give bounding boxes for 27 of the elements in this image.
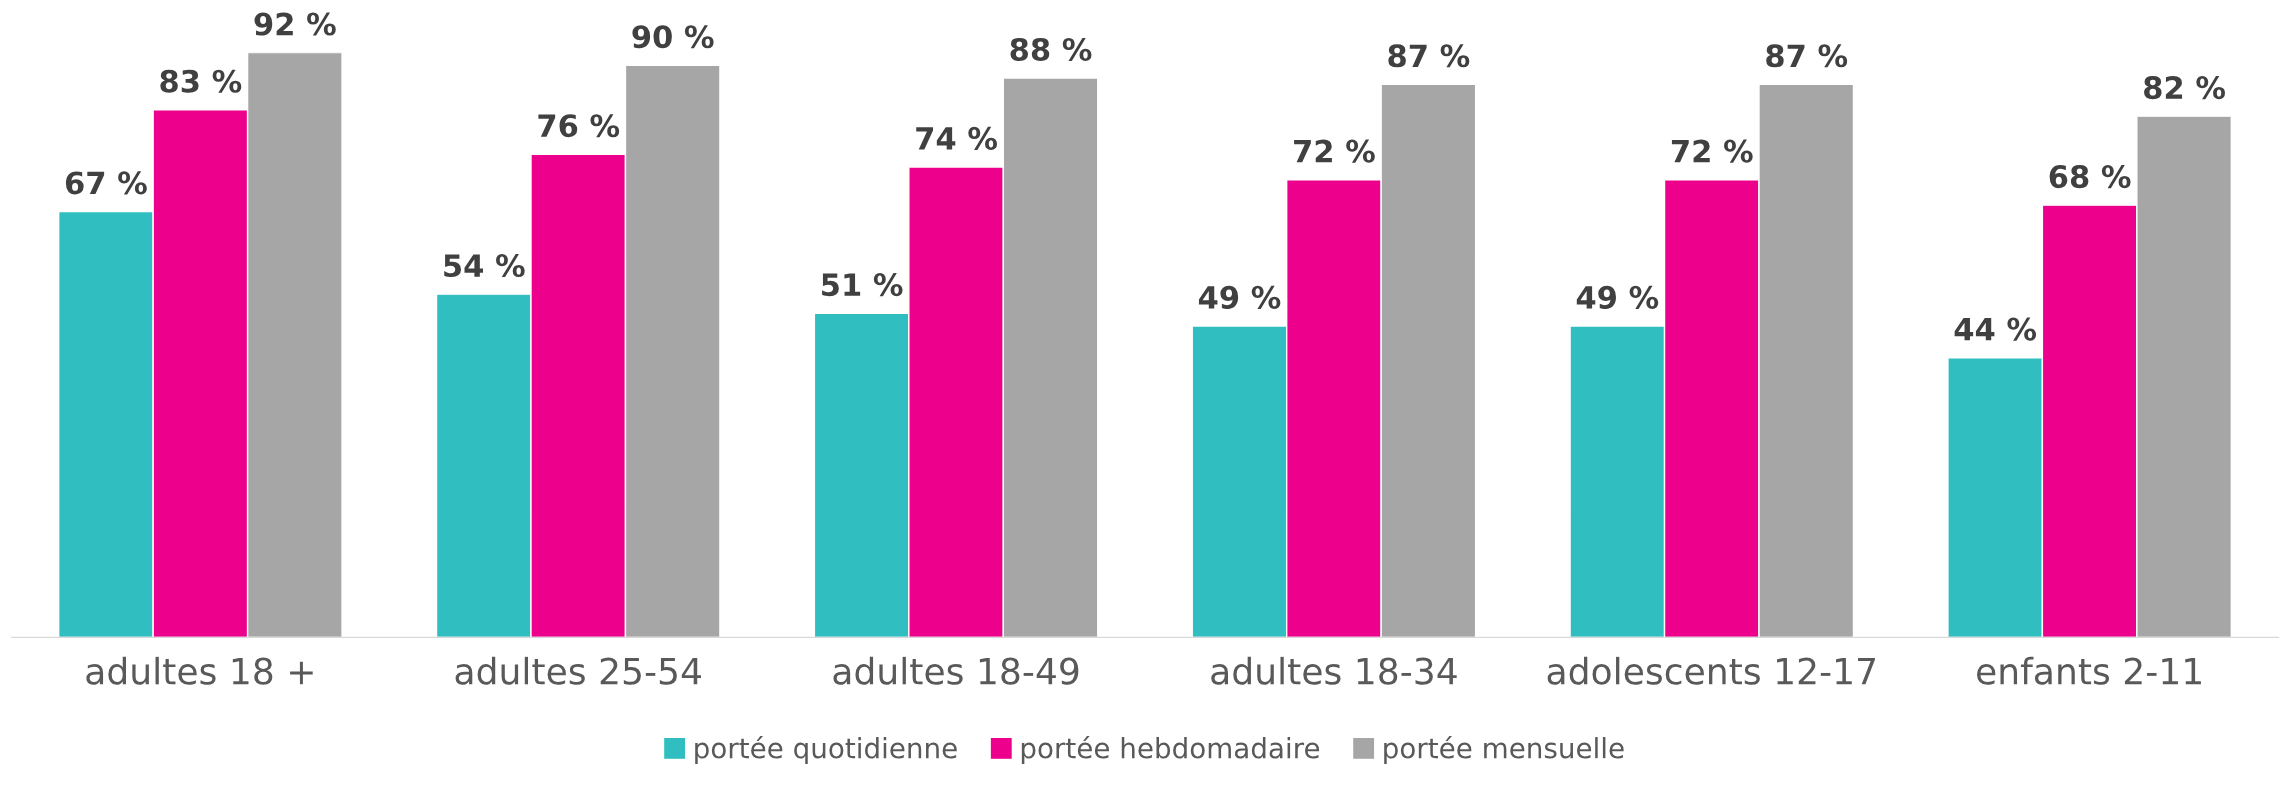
- data-label: 72 %: [1294, 139, 1375, 163]
- data-label: 88 %: [1010, 37, 1092, 61]
- x-tick-label: adultes 18-34: [1211, 656, 1457, 685]
- data-label: 92 %: [254, 12, 336, 36]
- x-tick-label: adultes 18 +: [86, 656, 313, 685]
- x-tick-label: adolescents 12-17: [1547, 656, 1875, 685]
- x-tick-label: adultes 25-54: [455, 656, 701, 685]
- data-label: 83 %: [160, 69, 242, 93]
- data-label: 76 %: [538, 114, 620, 138]
- data-label: 44 %: [1954, 317, 2037, 341]
- legend-label: portée quotidienne: [695, 735, 957, 764]
- data-label: 82 %: [2144, 76, 2225, 100]
- data-label: 87 %: [1388, 44, 1470, 68]
- data-label: 49 %: [1198, 285, 1281, 309]
- data-label: 87 %: [1766, 44, 1848, 68]
- data-label: 51 %: [822, 273, 903, 297]
- data-label: 74 %: [916, 126, 997, 150]
- data-label: 67 %: [65, 171, 147, 195]
- data-label: 54 %: [444, 254, 525, 278]
- legend-label: portée hebdomadaire: [1021, 735, 1320, 764]
- x-tick-label: adultes 18-49: [833, 656, 1079, 685]
- legend-label: portée mensuelle: [1384, 735, 1624, 764]
- x-tick-label: enfants 2-11: [1977, 656, 2201, 685]
- data-label: 90 %: [632, 25, 714, 49]
- data-label: 72 %: [1671, 139, 1753, 163]
- data-label: 68 %: [2049, 165, 2131, 189]
- data-label: 49 %: [1576, 285, 1659, 309]
